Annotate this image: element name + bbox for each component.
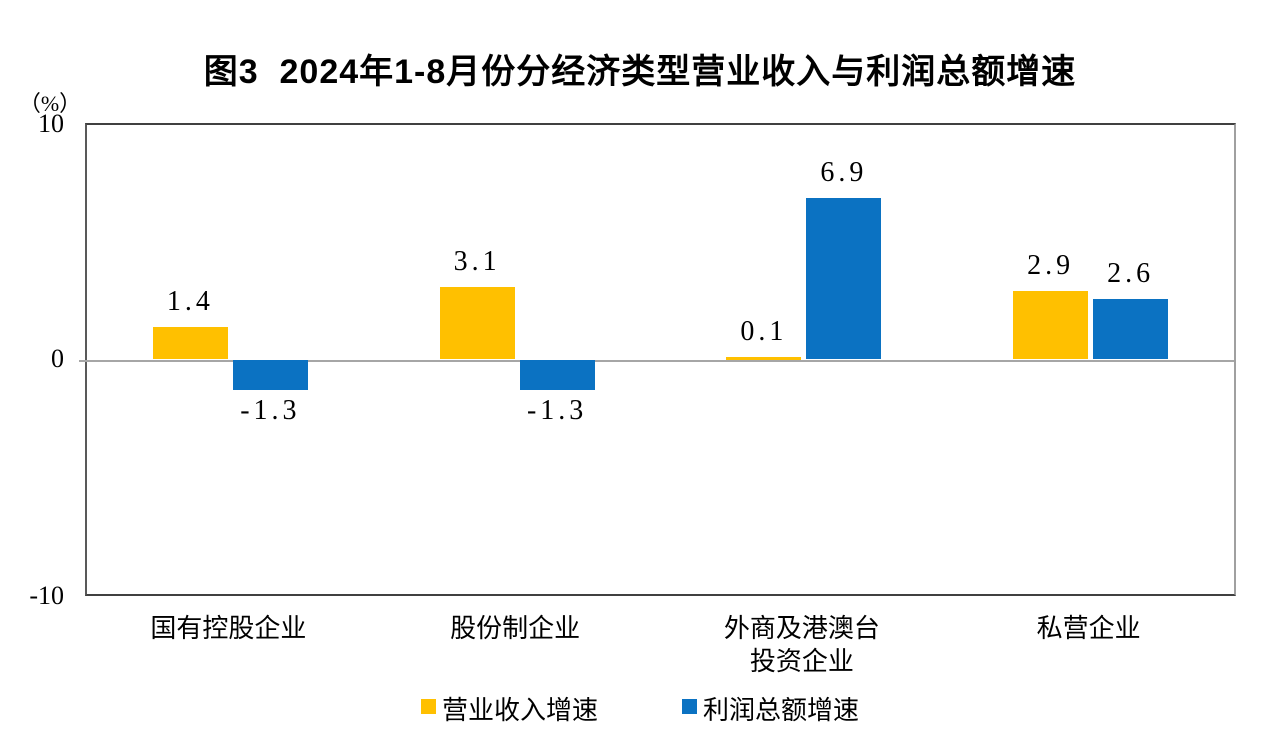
y-tick-label-10: 10 — [38, 109, 64, 138]
bar — [232, 359, 308, 390]
bar-value-label: 0.1 — [740, 315, 788, 347]
bar-value-label: 2.6 — [1107, 257, 1155, 289]
bar — [726, 356, 802, 360]
legend-swatch-profit-growth-icon — [682, 699, 697, 714]
legend-item-revenue-growth: 营业收入增速 — [420, 690, 598, 727]
legend-label-profit-growth: 利润总额增速 — [703, 696, 860, 725]
legend-label-revenue-growth: 营业收入增速 — [441, 696, 598, 725]
y-tick-label-neg10: -10 — [29, 581, 64, 610]
x-axis-labels: 国有控股企业 股份制企业 外商及港澳台 投资企业 私营企业 — [85, 612, 1236, 682]
bar-value-label: -1.3 — [240, 394, 301, 426]
bar — [1093, 298, 1169, 360]
bar — [519, 359, 595, 390]
bar-value-label: 3.1 — [453, 245, 501, 277]
zero-axis-line — [79, 360, 1234, 362]
x-category-label: 国有控股企业 — [150, 614, 307, 643]
bar-value-label: -1.3 — [526, 394, 588, 426]
bar — [152, 326, 228, 360]
bar — [439, 286, 515, 360]
x-category-label: 股份制企业 — [450, 614, 581, 643]
legend-swatch-revenue-growth-icon — [420, 699, 436, 714]
bar-value-label: 2.9 — [1027, 250, 1075, 282]
bar — [1013, 291, 1089, 360]
y-tick-label-0: 0 — [51, 344, 64, 373]
chart-title: 图3 2024年1-8月份分经济类型营业收入与利润总额增速 — [203, 53, 1077, 91]
x-category-label: 外商及港澳台 投资企业 — [723, 614, 880, 676]
bar — [806, 197, 882, 360]
legend-item-profit-growth: 利润总额增速 — [682, 690, 859, 727]
x-category-label: 私营企业 — [1036, 614, 1141, 643]
bar-value-label: 6.9 — [820, 156, 868, 188]
bar-value-label: 1.4 — [166, 285, 214, 317]
y-axis-unit-label: （%） — [18, 91, 82, 116]
legend: 营业收入增速 利润总额增速 — [0, 690, 1280, 727]
plot-area: 1.4 -1.3 3.1 -1.3 0.1 6.9 2.9 2.6 — [79, 123, 1236, 596]
